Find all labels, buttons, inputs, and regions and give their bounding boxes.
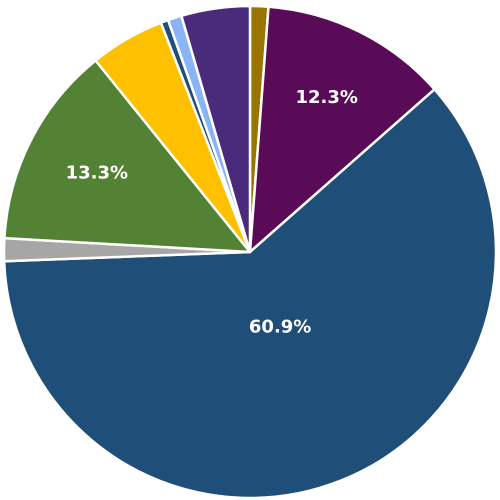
pie-slice-label-5: 13.3% [66,162,128,183]
pie-slices [2,4,498,500]
pie-labels: 12.3% 60.9% 13.3% [66,87,358,338]
pie-slice-2 [248,5,436,254]
pie-slice-label-2: 12.3% [296,87,358,108]
pie-slice-3 [2,88,498,500]
pie-slice-5 [3,59,252,254]
pie-slice-9 [180,4,252,254]
pie-slice-label-3: 60.9% [249,316,311,337]
